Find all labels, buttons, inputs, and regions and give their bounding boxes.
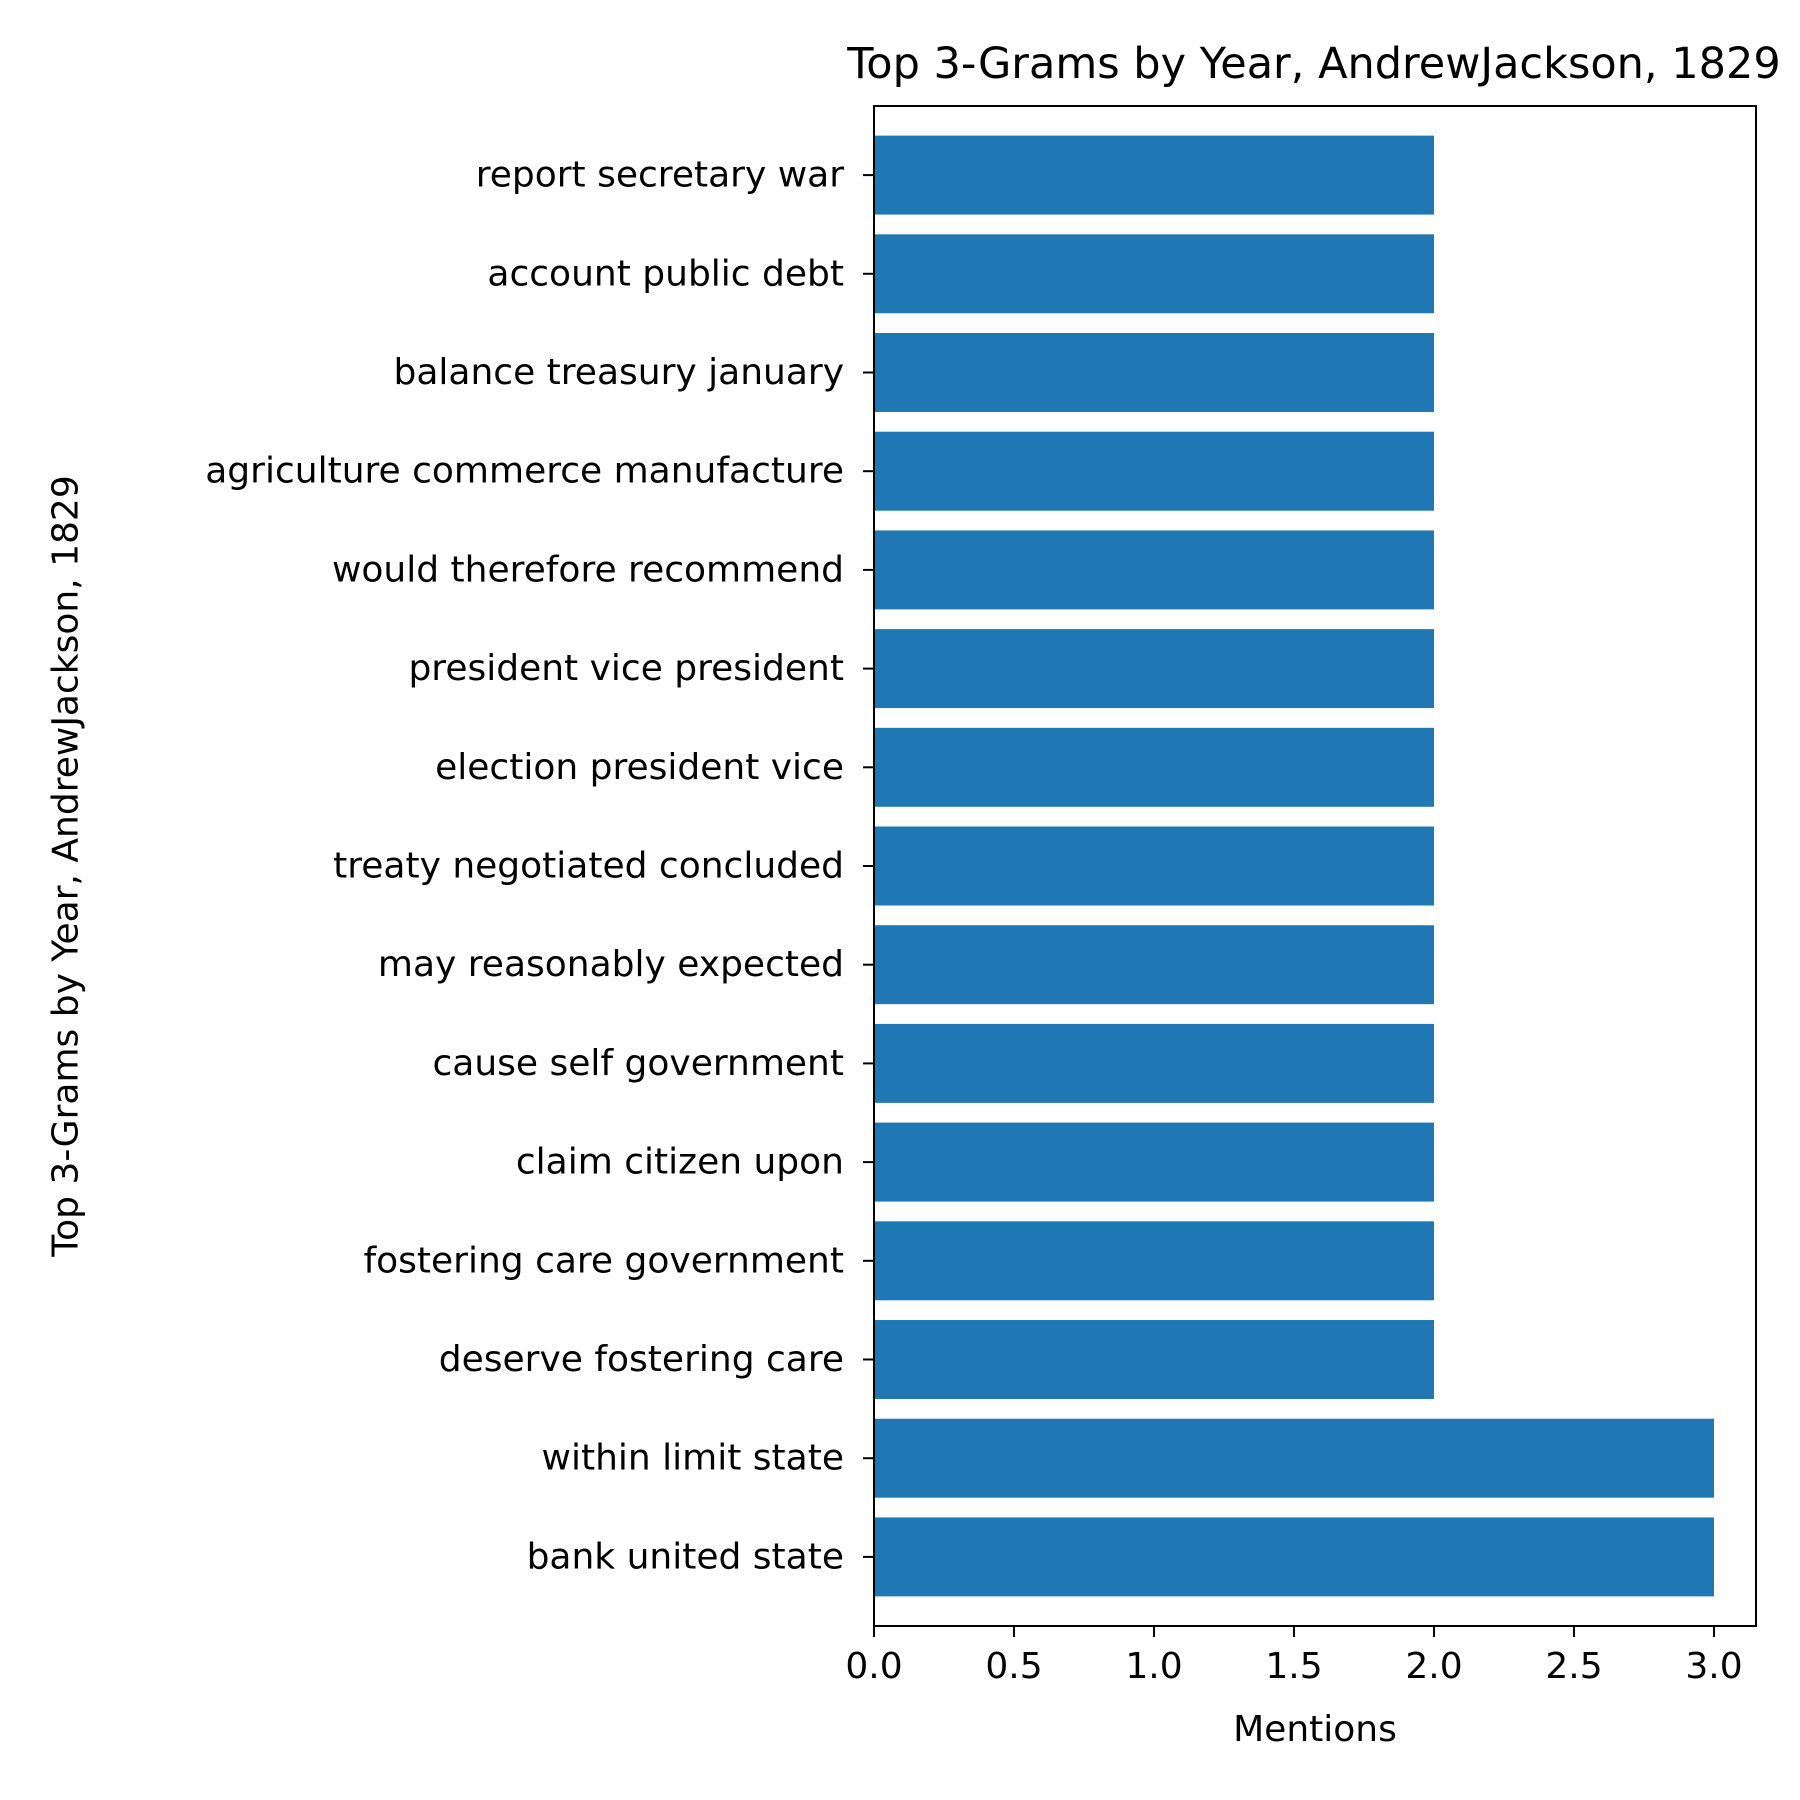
x-tick-label: 1.5: [1265, 1646, 1322, 1687]
bar: [874, 530, 1434, 610]
bar: [874, 333, 1434, 412]
y-tick-label: treaty negotiated concluded: [333, 846, 844, 887]
y-tick-label: report secretary war: [476, 155, 844, 196]
bar: [874, 1221, 1434, 1301]
x-tick-label: 1.0: [1125, 1646, 1182, 1687]
x-tick-label: 0.0: [845, 1646, 902, 1687]
y-tick-label: claim citizen upon: [516, 1142, 844, 1183]
bar: [874, 1023, 1434, 1103]
bar: [874, 431, 1434, 511]
bar: [874, 629, 1434, 709]
y-tick-label: may reasonably expected: [378, 944, 844, 985]
chart-title: Top 3-Grams by Year, AndrewJackson, 1829: [846, 39, 1780, 89]
bar: [874, 1517, 1714, 1597]
y-tick-label: president vice president: [408, 648, 844, 689]
y-tick-label: election president vice: [435, 747, 844, 788]
bar: [874, 1122, 1434, 1202]
y-tick-label: agriculture commerce manufacture: [205, 451, 844, 492]
y-tick-label: within limit state: [542, 1438, 844, 1479]
x-tick-label: 0.5: [985, 1646, 1042, 1687]
x-tick-label: 2.5: [1545, 1646, 1602, 1687]
y-tick-label: cause self government: [432, 1043, 844, 1084]
plot-frame: [873, 105, 1757, 1627]
y-tick-label: balance treasury january: [394, 352, 845, 393]
bar: [874, 826, 1434, 906]
bar: [874, 234, 1434, 314]
x-axis: 0.0 0.5 1.0 1.5 2.0 2.5 3.0: [845, 1626, 1743, 1687]
y-tick-label: deserve fostering care: [439, 1339, 844, 1380]
bars-group: [874, 135, 1714, 1597]
x-tick-label: 2.0: [1405, 1646, 1462, 1687]
x-axis-label: Mentions: [1233, 1709, 1397, 1750]
bar: [874, 1418, 1714, 1498]
y-axis: bank united state within limit state deser…: [205, 155, 874, 1577]
bar: [874, 925, 1434, 1005]
y-tick-label: account public debt: [487, 253, 844, 294]
bar: [874, 1320, 1434, 1399]
bar: [874, 135, 1434, 215]
y-axis-label: Top 3-Grams by Year, AndrewJackson, 1829: [46, 475, 87, 1257]
y-tick-label: would therefore recommend: [332, 549, 844, 590]
bar: [874, 727, 1434, 807]
x-tick-label: 3.0: [1685, 1646, 1742, 1687]
y-tick-label: fostering care government: [363, 1240, 844, 1281]
y-tick-label: bank united state: [527, 1536, 844, 1577]
